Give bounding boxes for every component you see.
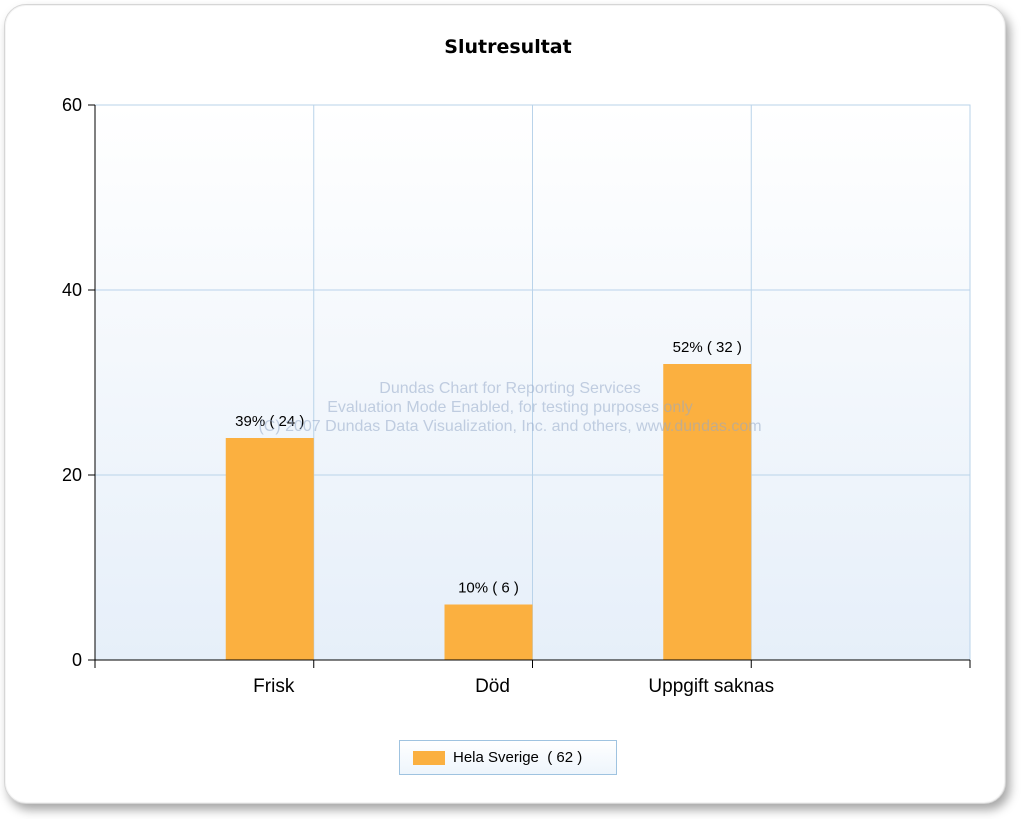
legend-label: Hela Sverige ( 62 ) bbox=[453, 749, 583, 766]
chart-title: Slutresultat bbox=[444, 36, 572, 58]
y-tick-label: 0 bbox=[72, 650, 82, 670]
y-tick-label: 40 bbox=[62, 280, 82, 300]
data-label: 10% ( 6 ) bbox=[458, 580, 519, 597]
legend: Hela Sverige ( 62 ) bbox=[399, 740, 617, 775]
data-label: 52% ( 32 ) bbox=[673, 339, 742, 356]
bar bbox=[444, 604, 533, 660]
watermark-line-2: Evaluation Mode Enabled, for testing pur… bbox=[327, 399, 693, 416]
data-label: 39% ( 24 ) bbox=[235, 413, 304, 430]
bar bbox=[663, 364, 752, 660]
y-tick-label: 60 bbox=[62, 95, 82, 115]
watermark: Dundas Chart for Reporting Services Eval… bbox=[0, 379, 1020, 436]
watermark-line-1: Dundas Chart for Reporting Services bbox=[379, 380, 641, 397]
watermark-line-3: (C) 2007 Dundas Data Visualization, Inc.… bbox=[258, 418, 762, 435]
x-tick-label: Frisk bbox=[253, 676, 295, 697]
y-tick-label: 20 bbox=[62, 465, 82, 485]
legend-swatch bbox=[413, 750, 445, 765]
x-tick-label: Död bbox=[475, 676, 510, 697]
bar bbox=[225, 438, 314, 660]
x-tick-label: Uppgift saknas bbox=[648, 676, 774, 697]
